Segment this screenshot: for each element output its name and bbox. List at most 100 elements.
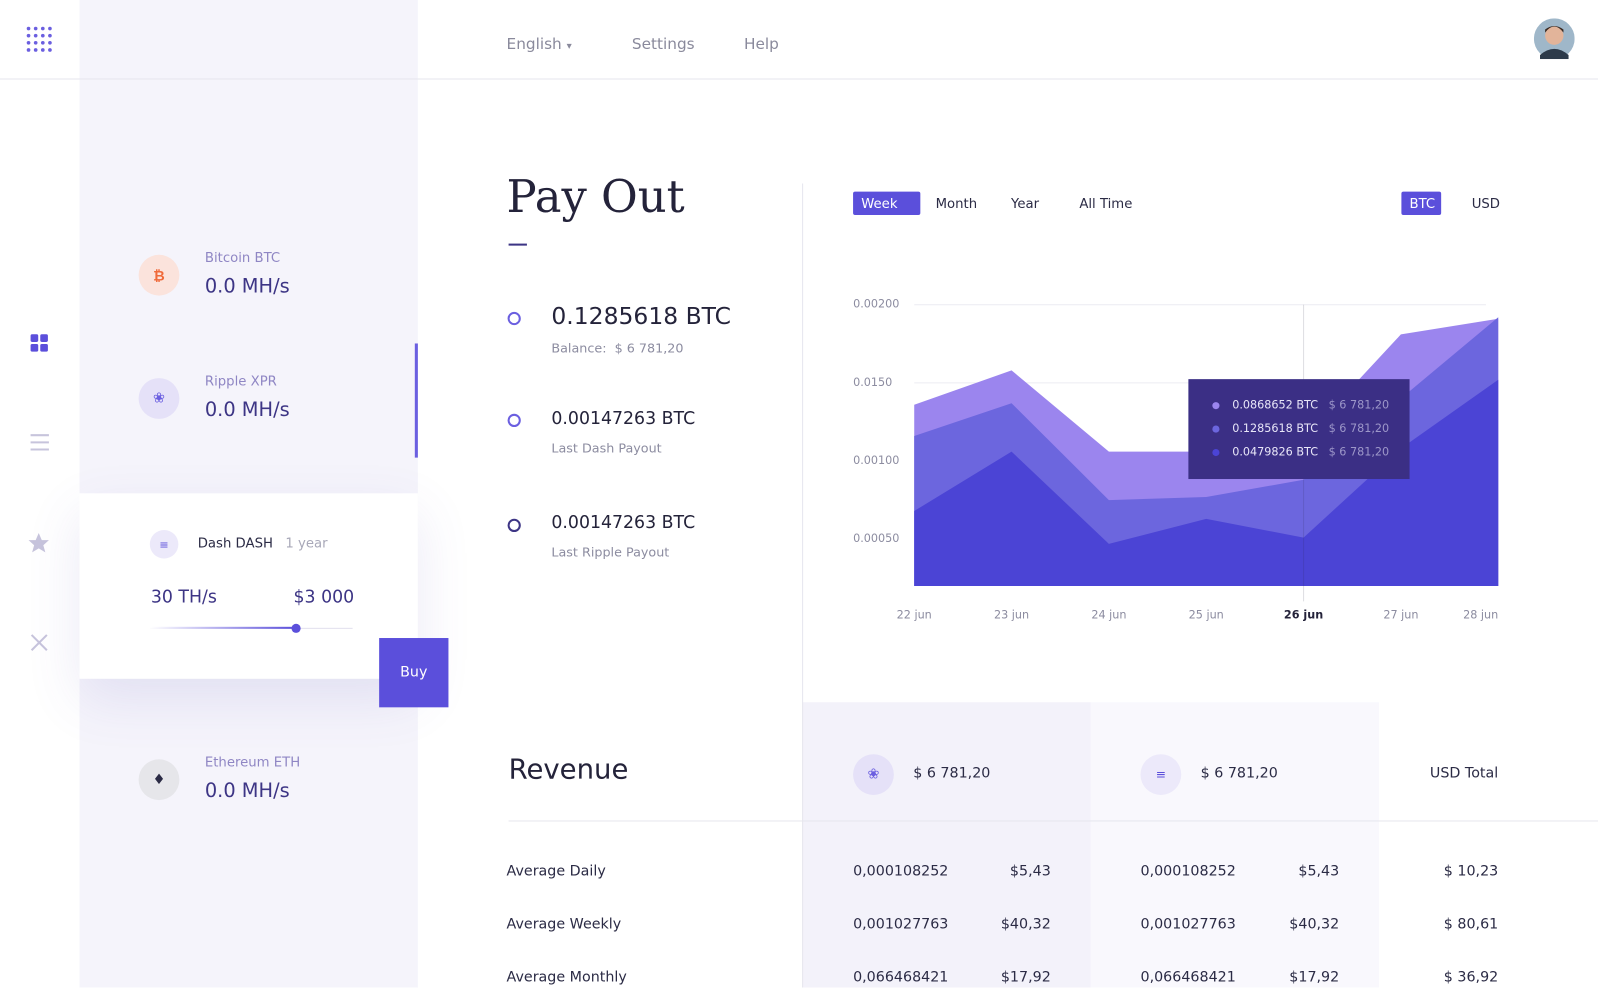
page-title: Pay Out — [506, 171, 685, 224]
coin-icon: ≡ — [1140, 754, 1182, 795]
divider — [508, 820, 1598, 822]
cell: $17,92 — [1000, 969, 1051, 986]
x-tick-label: 26 jun — [1284, 609, 1323, 622]
divider — [0, 78, 1598, 80]
x-tick-label: 25 jun — [1189, 609, 1224, 622]
cell: $40,32 — [1000, 916, 1051, 933]
bullet — [507, 413, 521, 428]
coin-name: Ripple XPR — [204, 374, 277, 390]
cell: $ 80,61 — [1443, 916, 1499, 933]
cell: 0,000108252 — [853, 863, 949, 880]
payout-amount: 0.1285618 BTC — [551, 303, 732, 331]
buy-button[interactable]: Buy — [379, 638, 449, 708]
period-toggle[interactable]: Month — [936, 197, 977, 212]
cell: $17,92 — [1289, 969, 1340, 986]
dashboard-icon[interactable] — [30, 334, 48, 352]
value: $ 6 781,20 — [614, 340, 684, 356]
nav-link[interactable]: Settings — [631, 34, 695, 53]
cell: 0,000108252 — [1140, 863, 1236, 880]
expand-icon[interactable] — [30, 634, 48, 651]
label: Balance: — [551, 340, 607, 356]
tooltip-amount: 0.1285618 BTC — [1232, 422, 1318, 435]
card-coin: Dash DASH — [197, 536, 273, 552]
payout-amount: 0.00147263 BTC — [551, 408, 696, 430]
bullet — [507, 518, 521, 533]
language-select[interactable]: English ▾ — [506, 34, 572, 53]
y-tick-label: 0.0150 — [853, 376, 892, 389]
coin-rate: 0.0 MH/s — [204, 779, 290, 803]
divider — [802, 183, 804, 988]
column-bg — [1090, 702, 1379, 988]
nav-link[interactable]: Help — [744, 34, 779, 53]
title-underline — [508, 243, 527, 246]
row-label: Average Weekly — [506, 916, 622, 933]
card-hashrate: 30 TH/s — [150, 587, 217, 608]
star-icon[interactable] — [28, 533, 49, 553]
card-period: 1 year — [285, 536, 328, 552]
cell: $ 10,23 — [1443, 863, 1499, 880]
currency-active-bg — [1401, 191, 1442, 216]
tooltip-amount: 0.0868652 BTC — [1232, 399, 1318, 412]
active-indicator — [414, 343, 418, 458]
x-tick-label: 27 jun — [1383, 609, 1418, 622]
coin-name: Ethereum ETH — [204, 755, 301, 771]
area — [914, 379, 1499, 587]
slider-handle[interactable] — [291, 623, 301, 633]
payout-label: Balance: $ 6 781,20 — [551, 340, 683, 355]
coin-icon: ❀ — [853, 754, 894, 795]
cell: $5,43 — [1298, 863, 1340, 880]
column-header: USD Total — [1429, 765, 1499, 782]
coin-rate: 0.0 MH/s — [204, 398, 290, 421]
tooltip-dot — [1212, 448, 1220, 457]
cell: $ 36,92 — [1443, 969, 1499, 986]
row-label: Average Daily — [506, 863, 606, 880]
cell: 0,001027763 — [853, 916, 949, 933]
payout-label: Last Ripple Payout — [551, 544, 670, 560]
payout-amount: 0.00147263 BTC — [551, 512, 696, 534]
y-tick-label: 0.00050 — [853, 532, 899, 545]
chart: Week Month Year All Time BTC USD 0.00200 0.0150… — [853, 191, 1500, 622]
row-label: Average Monthly — [506, 969, 627, 986]
period-toggle[interactable]: Week — [861, 197, 898, 212]
card-price: $3 000 — [293, 587, 355, 608]
cell: $40,32 — [1289, 916, 1340, 933]
period-toggle[interactable]: Year — [1010, 197, 1040, 212]
payout-label: Last Dash Payout — [551, 440, 662, 456]
apps-icon[interactable] — [26, 26, 52, 52]
y-tick-label: 0.00100 — [853, 454, 899, 467]
list-icon[interactable] — [30, 434, 49, 451]
currency-toggle[interactable]: USD — [1472, 197, 1500, 212]
x-tick-label: 24 jun — [1091, 609, 1126, 622]
tooltip-amount: 0.0479826 BTC — [1232, 446, 1318, 459]
language: English — [506, 34, 562, 53]
cell: $5,43 — [1009, 863, 1051, 880]
coin-icon: ≡ — [149, 529, 179, 559]
coin-icon: ❀ — [138, 378, 180, 419]
x-tick-label: 22 jun — [897, 609, 932, 622]
cell: 0,066468421 — [1140, 969, 1236, 986]
coin-name: Bitcoin BTC — [204, 250, 281, 267]
period-active-bg — [853, 191, 921, 216]
y-tick-label: 0.00200 — [853, 298, 899, 311]
tooltip-usd: $ 6 781,20 — [1329, 446, 1390, 459]
icon-rail — [26, 26, 52, 651]
cell: 0,066468421 — [853, 969, 949, 986]
column-header: $ 6 781,20 — [913, 765, 991, 782]
cell: 0,001027763 — [1140, 916, 1236, 933]
column-bg — [802, 702, 1091, 988]
column-header: $ 6 781,20 — [1200, 765, 1278, 782]
purchase-card — [79, 493, 418, 679]
slider-fill — [150, 626, 296, 629]
bullet — [507, 311, 521, 326]
coin-icon: ₿ — [138, 254, 180, 296]
avatar[interactable] — [1533, 18, 1575, 60]
coin-rate: 0.0 MH/s — [204, 275, 290, 298]
x-tick-label: 23 jun — [994, 609, 1029, 622]
section-title: Revenue — [508, 754, 629, 786]
tooltip-dot — [1212, 425, 1220, 433]
tooltip-usd: $ 6 781,20 — [1329, 399, 1390, 412]
tooltip-bg — [1188, 379, 1410, 480]
period-toggle[interactable]: All Time — [1079, 197, 1132, 212]
currency-toggle[interactable]: BTC — [1410, 197, 1436, 212]
